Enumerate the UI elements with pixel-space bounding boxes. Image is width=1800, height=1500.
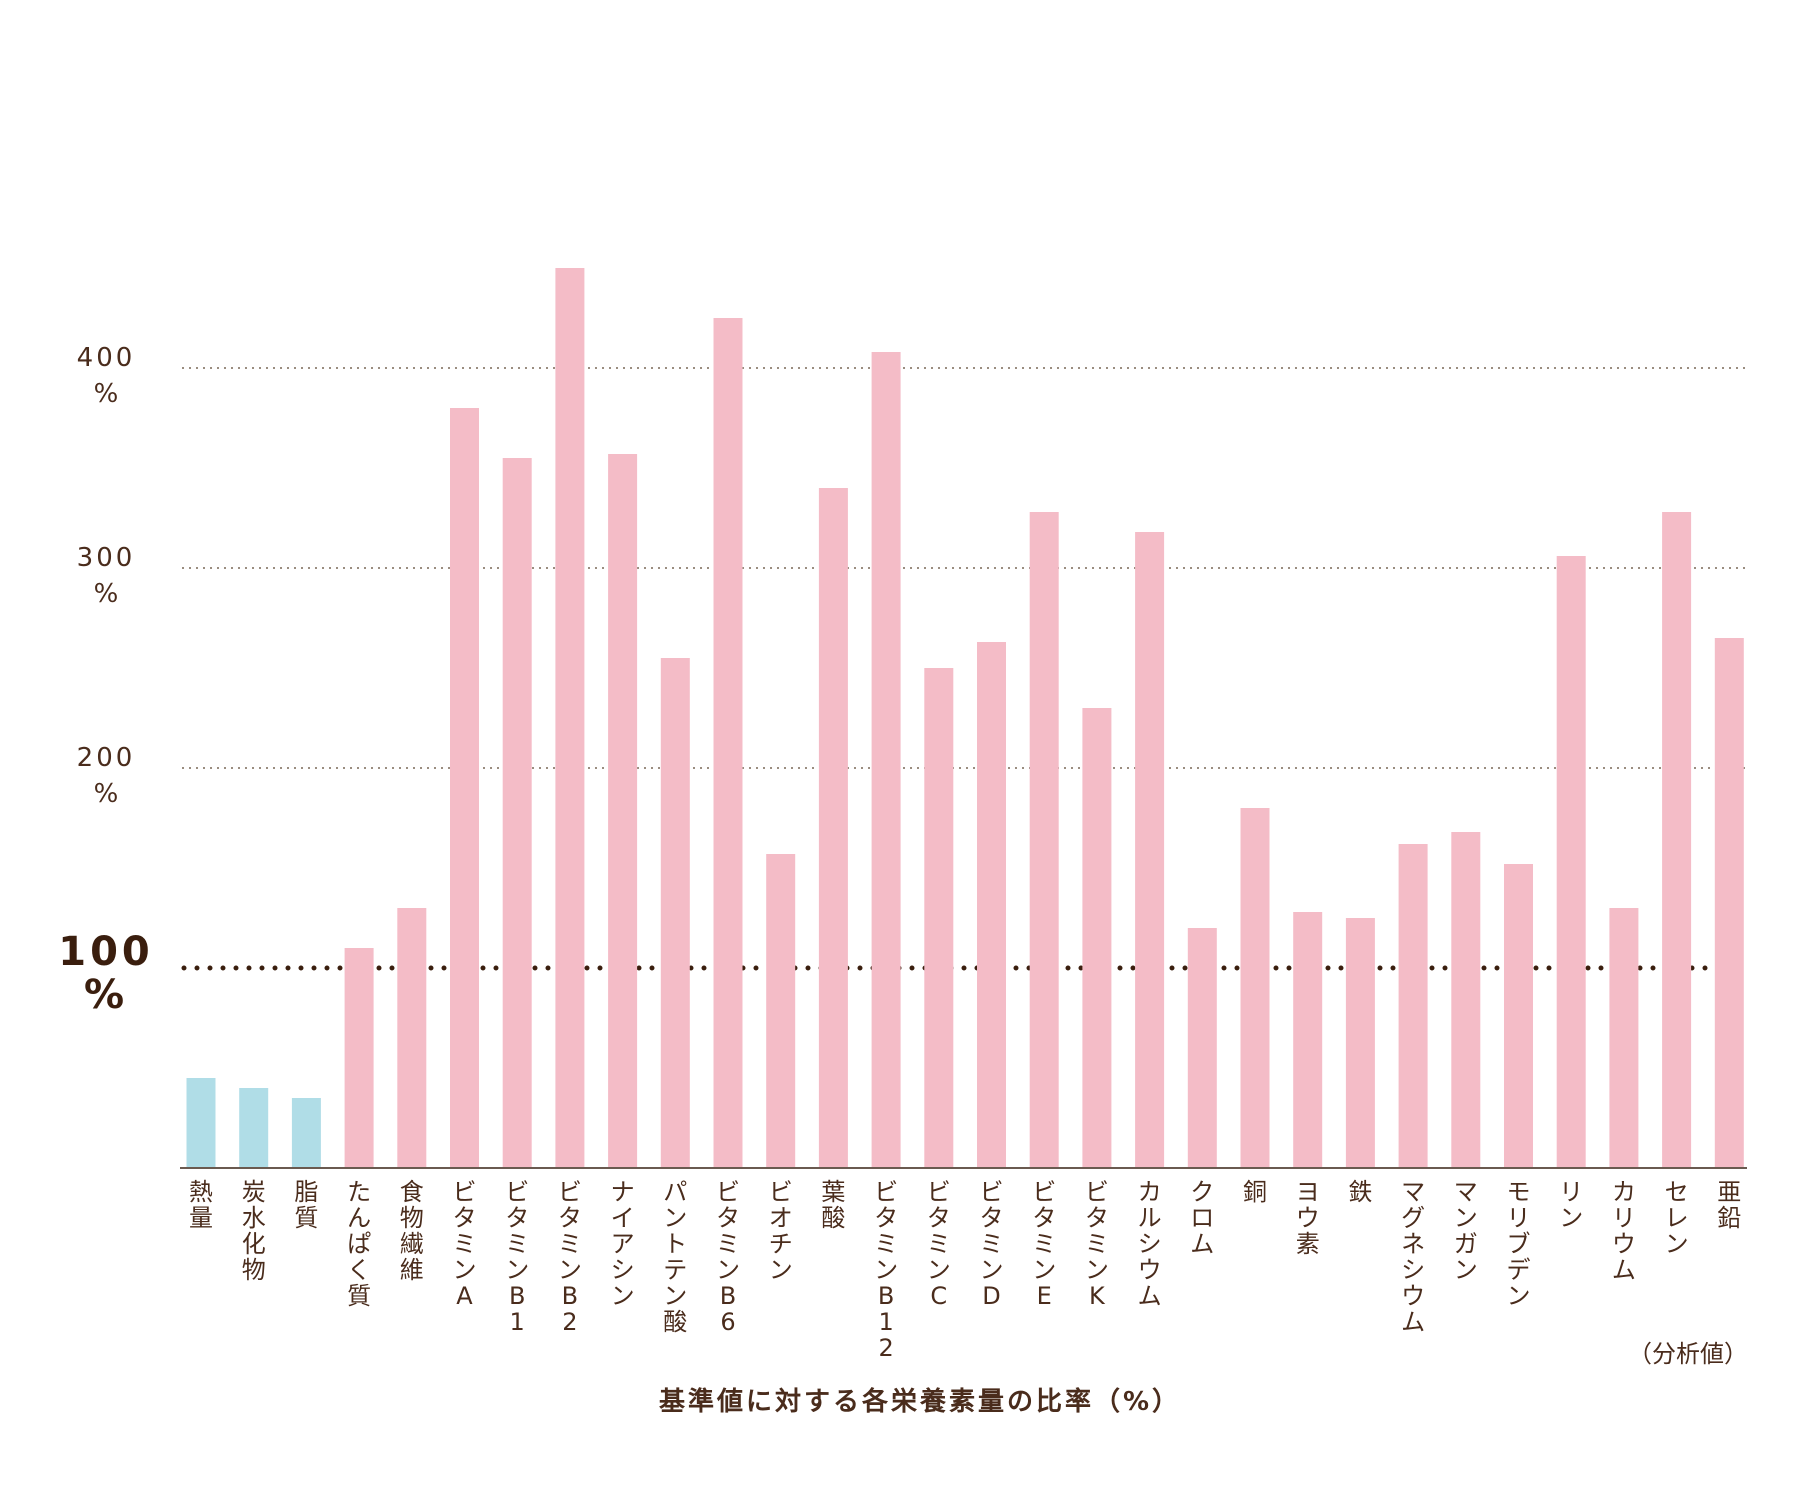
bar-鉄 bbox=[1345, 918, 1375, 1168]
bar-ビタミンB6 bbox=[713, 318, 743, 1168]
bar-パントテン酸 bbox=[660, 658, 690, 1168]
data-note: （分析値） bbox=[1628, 1340, 1748, 1368]
bar-ビタミンB1 bbox=[502, 458, 532, 1168]
x-label-ビタミンB6: ビタミン B 6 bbox=[716, 1178, 740, 1336]
x-label-パントテン酸: パントテン酸 bbox=[663, 1178, 687, 1336]
bar-ビタミンE bbox=[1029, 512, 1059, 1168]
bar-ヨウ素 bbox=[1293, 912, 1323, 1168]
bar-ビタミンB2 bbox=[555, 268, 585, 1168]
x-axis-labels: 熱量 炭水化物 脂質 たんぱく質 食物繊維 ビタミン A ビタミン B 1 ビタミン B 2 ナイアシン パ… bbox=[189, 1178, 1741, 1362]
x-label-熱量: 熱量 bbox=[189, 1178, 213, 1232]
bar-カリウム bbox=[1609, 908, 1639, 1168]
bar-マグネシウム bbox=[1398, 844, 1428, 1168]
ytick-unit-300: % bbox=[94, 579, 119, 609]
bar-亜鉛 bbox=[1714, 638, 1744, 1168]
x-label-ビタミンC: ビタミン C bbox=[927, 1178, 951, 1310]
bar-モリブデン bbox=[1504, 864, 1533, 1168]
x-label-脂質: 脂質 bbox=[294, 1178, 318, 1232]
bar-ビタミンA bbox=[450, 408, 479, 1168]
x-label-マンガン: マンガン bbox=[1454, 1178, 1478, 1284]
bar-カルシウム bbox=[1135, 532, 1165, 1168]
x-label-鉄: 鉄 bbox=[1348, 1178, 1372, 1206]
x-label-食物繊維: 食物繊維 bbox=[400, 1178, 424, 1284]
ytick-unit-200: % bbox=[94, 779, 119, 809]
x-label-ナイアシン: ナイアシン bbox=[611, 1178, 635, 1310]
bar-銅 bbox=[1240, 808, 1270, 1168]
bar-ビオチン bbox=[766, 854, 796, 1168]
bar-ビタミンC bbox=[924, 668, 954, 1168]
bar-炭水化物 bbox=[239, 1088, 269, 1168]
bar-熱量 bbox=[186, 1078, 216, 1168]
bar-ナイアシン bbox=[608, 454, 638, 1168]
x-label-セレン: セレン bbox=[1665, 1178, 1689, 1258]
x-label-モリブデン: モリブデン bbox=[1507, 1178, 1531, 1310]
bar-セレン bbox=[1662, 512, 1692, 1168]
ytick-unit-400: % bbox=[94, 379, 119, 409]
bar-ビタミンD bbox=[977, 642, 1006, 1168]
x-label-カリウム: カリウム bbox=[1612, 1178, 1636, 1284]
x-label-炭水化物: 炭水化物 bbox=[242, 1178, 266, 1284]
x-label-ビタミンD: ビタミン D bbox=[980, 1178, 1004, 1310]
bar-マンガン bbox=[1451, 832, 1481, 1168]
x-label-リン: リン bbox=[1559, 1178, 1583, 1232]
bar-ビタミンB12 bbox=[871, 352, 901, 1168]
bar-クロム bbox=[1187, 928, 1217, 1168]
x-label-カルシウム: カルシウム bbox=[1138, 1178, 1162, 1310]
x-label-ビタミンB12: ビタミン B 1 2 bbox=[874, 1178, 898, 1362]
ytick-label-200: 200 bbox=[77, 743, 136, 773]
bar-たんぱく質 bbox=[344, 948, 374, 1168]
x-label-ビタミンE: ビタミン E bbox=[1032, 1178, 1056, 1310]
bar-リン bbox=[1556, 556, 1586, 1168]
x-label-たんぱく質: たんぱく質 bbox=[347, 1178, 371, 1310]
x-label-ビタミンA: ビタミン A bbox=[453, 1178, 477, 1310]
x-label-マグネシウム: マグネシウム bbox=[1401, 1178, 1425, 1336]
x-label-クロム: クロム bbox=[1190, 1178, 1214, 1258]
x-label-ビオチン: ビオチン bbox=[769, 1178, 793, 1284]
x-label-ビタミンB2: ビタミン B 2 bbox=[558, 1178, 582, 1336]
x-label-亜鉛: 亜鉛 bbox=[1717, 1178, 1741, 1232]
ytick-label-400: 400 bbox=[77, 343, 136, 373]
x-label-ヨウ素: ヨウ素 bbox=[1296, 1178, 1320, 1258]
x-label-ビタミンK: ビタミン K bbox=[1085, 1178, 1109, 1310]
gridlines bbox=[181, 367, 1747, 971]
chart-title: 基準値に対する各栄養素量の比率（%） bbox=[659, 1386, 1181, 1417]
x-label-銅: 銅 bbox=[1243, 1178, 1267, 1206]
bar-食物繊維 bbox=[397, 908, 427, 1168]
bar-脂質 bbox=[291, 1098, 321, 1168]
ytick-unit-100: % bbox=[84, 972, 128, 1018]
ytick-label-300: 300 bbox=[77, 543, 136, 573]
ytick-label-100: 100 bbox=[58, 929, 154, 975]
x-label-ビタミンB1: ビタミン B 1 bbox=[505, 1178, 529, 1336]
bars bbox=[186, 268, 1744, 1168]
bar-葉酸 bbox=[818, 488, 848, 1168]
y-axis-ticks: 100% 200% 300% 400% bbox=[58, 343, 154, 1018]
x-label-葉酸: 葉酸 bbox=[821, 1178, 845, 1232]
bar-ビタミンK bbox=[1082, 708, 1112, 1168]
